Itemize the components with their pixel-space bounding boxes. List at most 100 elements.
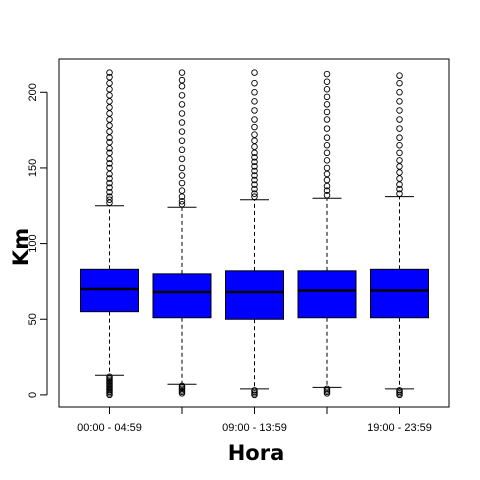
outlier-point xyxy=(106,92,113,99)
outlier-point xyxy=(251,116,258,123)
x-tick-label: 09:00 - 13:59 xyxy=(222,422,287,434)
outlier-point xyxy=(106,104,113,111)
outlier-point xyxy=(178,155,186,163)
outlier-point xyxy=(323,157,331,164)
outlier-point xyxy=(323,182,331,190)
y-tick-label: 100 xyxy=(27,234,39,252)
outlier-point xyxy=(251,149,258,157)
outlier-point xyxy=(251,185,258,193)
box-iqr xyxy=(80,268,139,313)
outlier-point xyxy=(106,373,113,380)
outlier-point xyxy=(106,199,113,206)
outlier-point xyxy=(251,163,258,170)
outlier-point xyxy=(251,193,258,200)
outlier-point xyxy=(396,141,403,149)
outlier-point xyxy=(396,181,403,188)
outlier-point xyxy=(106,110,113,117)
outlier-point xyxy=(178,172,186,179)
outlier-point xyxy=(396,125,403,132)
outlier-point xyxy=(251,176,258,184)
outlier-point xyxy=(106,164,113,172)
outlier-point xyxy=(106,79,113,87)
outlier-point xyxy=(396,107,403,114)
outlier-point xyxy=(396,185,403,193)
axis-layer: 0 50 100 150 200 00:00 - 04:59 09:00 - 13:59 19… xyxy=(27,83,432,434)
outlier-point xyxy=(106,196,113,203)
y-tick-label: 200 xyxy=(27,83,39,101)
outlier-point xyxy=(106,160,113,167)
outlier-point xyxy=(396,169,403,176)
box-iqr xyxy=(225,270,284,320)
outlier-point xyxy=(251,167,258,175)
outlier-point xyxy=(178,193,186,200)
outlier-point xyxy=(251,107,258,114)
outlier-point xyxy=(251,137,258,144)
outlier-point xyxy=(251,143,258,151)
outlier-point xyxy=(106,188,113,196)
outlier-point xyxy=(178,179,186,187)
outlier-point xyxy=(106,179,113,187)
outlier-point xyxy=(178,76,186,84)
y-tick-label: 0 xyxy=(27,392,39,398)
outlier-point xyxy=(396,387,403,394)
outlier-point xyxy=(178,128,186,135)
outlier-point xyxy=(323,141,331,149)
y-axis-title: Km xyxy=(9,228,33,266)
outlier-point xyxy=(178,382,186,390)
outlier-point xyxy=(251,158,258,166)
outlier-point xyxy=(178,82,186,90)
outlier-point xyxy=(178,69,186,76)
outlier-point xyxy=(178,119,186,126)
outlier-point xyxy=(178,110,186,117)
outlier-point xyxy=(106,155,113,163)
outlier-point xyxy=(396,190,403,197)
outlier-point xyxy=(396,175,403,182)
outlier-point xyxy=(106,134,113,141)
outlier-point xyxy=(396,157,403,164)
outlier-point xyxy=(251,89,258,96)
outlier-point xyxy=(106,138,113,146)
outlier-point xyxy=(323,187,331,194)
outlier-point xyxy=(178,137,186,144)
outlier-point xyxy=(178,146,186,154)
box-group-3 xyxy=(225,69,284,399)
outlier-point xyxy=(396,116,403,123)
outlier-point xyxy=(396,72,403,79)
outlier-point xyxy=(106,128,113,135)
outlier-point xyxy=(323,116,331,123)
outlier-point xyxy=(106,86,113,93)
outlier-point xyxy=(323,78,331,85)
outlier-point xyxy=(106,175,113,182)
y-tick-label: 50 xyxy=(27,313,39,325)
outlier-point xyxy=(323,125,331,132)
box-iqr xyxy=(370,268,429,319)
outlier-point xyxy=(106,145,113,152)
box-group-1 xyxy=(80,69,139,399)
outlier-point xyxy=(323,86,331,93)
outlier-point xyxy=(396,98,403,105)
box-iqr xyxy=(152,273,212,319)
outlier-point xyxy=(396,149,403,157)
box-group-2 xyxy=(152,69,212,397)
outlier-point xyxy=(106,69,113,76)
outlier-point xyxy=(251,131,258,138)
outlier-point xyxy=(178,101,186,108)
outlier-point xyxy=(106,170,113,178)
outlier-point xyxy=(251,98,258,105)
outlier-point xyxy=(251,69,258,76)
outlier-point xyxy=(178,92,186,99)
outlier-point xyxy=(323,191,331,199)
outlier-point xyxy=(106,116,113,123)
outlier-point xyxy=(251,154,258,161)
y-tick-label: 150 xyxy=(27,159,39,177)
outlier-point xyxy=(106,193,113,200)
plot-layer xyxy=(80,69,429,399)
outlier-point xyxy=(178,164,186,172)
outlier-point xyxy=(251,387,258,394)
outlier-point xyxy=(251,79,258,87)
outlier-point xyxy=(323,170,331,178)
outlier-point xyxy=(323,134,331,141)
box-group-5 xyxy=(370,72,429,399)
outlier-point xyxy=(106,122,113,129)
